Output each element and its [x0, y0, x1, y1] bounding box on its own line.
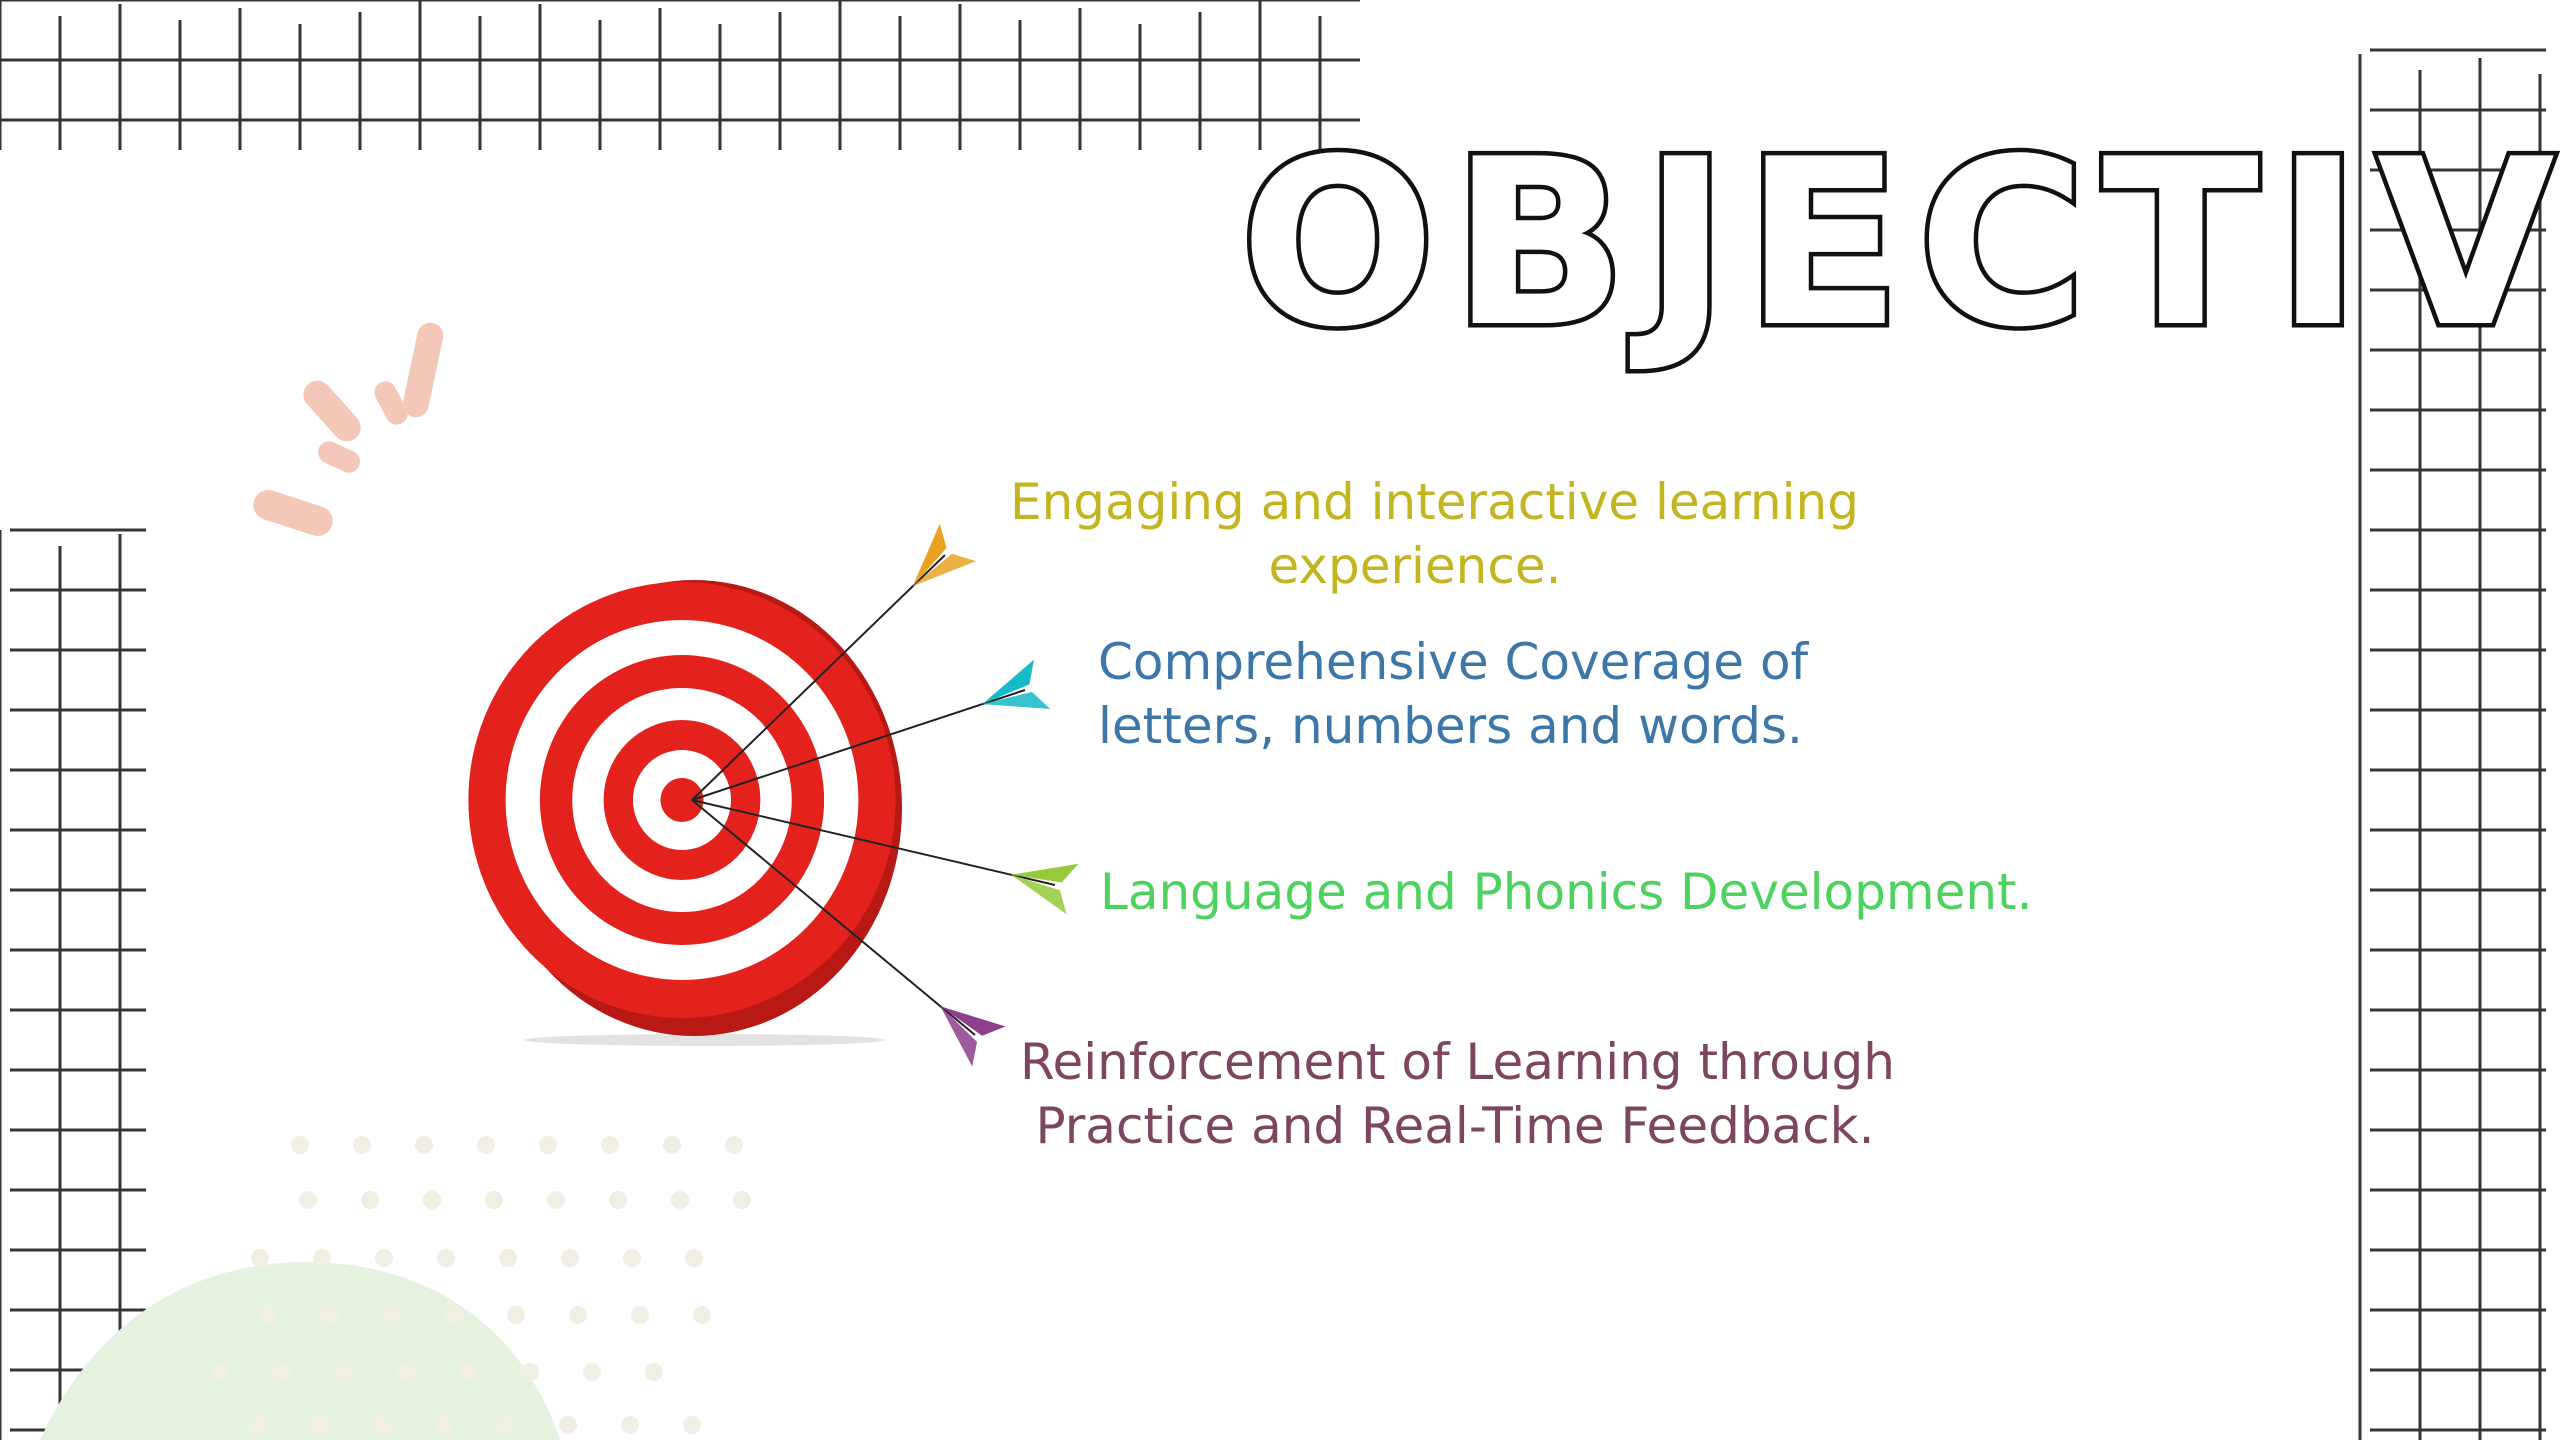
objective-4: Reinforcement of Learning through Practi… [1020, 1030, 1895, 1158]
dot [621, 1416, 639, 1434]
dot [685, 1249, 703, 1267]
dart-arrow-shaft [691, 799, 1056, 886]
dot [583, 1363, 601, 1381]
dot [601, 1136, 619, 1154]
dot [375, 1249, 393, 1267]
dart-fletching [1011, 863, 1079, 883]
objective-1: Engaging and interactive learning experi… [1010, 470, 1859, 598]
dot [569, 1306, 587, 1324]
target-shadow-base [525, 1034, 885, 1046]
dart-fletching [982, 691, 1051, 710]
dot [423, 1191, 441, 1209]
dot [507, 1306, 525, 1324]
dart-arrow-icon [940, 1006, 1006, 1067]
dot [623, 1249, 641, 1267]
dot [353, 1136, 371, 1154]
dot [631, 1306, 649, 1324]
green-blob [40, 1261, 560, 1440]
page-title: OBJECTIVES [1236, 111, 2560, 378]
dot [683, 1416, 701, 1434]
dot [373, 1416, 391, 1434]
dot [663, 1136, 681, 1154]
dot [497, 1416, 515, 1434]
dot [693, 1306, 711, 1324]
dart-fletching [912, 553, 977, 587]
dot [547, 1191, 565, 1209]
target-ring [660, 778, 704, 822]
objective-1-line-2: experience. [1268, 537, 1562, 595]
dot [321, 1306, 339, 1324]
dart-arrow-icon [912, 523, 977, 587]
dart-arrow-shaft [691, 689, 1026, 801]
dot [383, 1306, 401, 1324]
dot [521, 1363, 539, 1381]
dot [415, 1136, 433, 1154]
dot [361, 1191, 379, 1209]
objective-3-line-1: Language and Phonics Development. [1100, 863, 2033, 921]
dot [671, 1191, 689, 1209]
dot [733, 1191, 751, 1209]
dot [645, 1363, 663, 1381]
dot [397, 1363, 415, 1381]
dot [559, 1416, 577, 1434]
grid-top-left [0, 0, 1360, 150]
dot [499, 1249, 517, 1267]
dot [609, 1191, 627, 1209]
dot [725, 1136, 743, 1154]
dart-fletching [940, 1006, 978, 1067]
dot [437, 1249, 455, 1267]
grid-right [2358, 48, 2546, 1440]
objective-4-line-2: Practice and Real-Time Feedback. [1035, 1097, 1875, 1155]
objective-1-line-1: Engaging and interactive learning [1010, 473, 1859, 531]
dot [313, 1249, 331, 1267]
dot [485, 1191, 503, 1209]
dot [335, 1363, 353, 1381]
dart-arrow-shaft [691, 554, 946, 801]
spark-icon [253, 322, 444, 537]
objective-4-line-1: Reinforcement of Learning through [1020, 1033, 1895, 1091]
dot [291, 1136, 309, 1154]
dot [251, 1249, 269, 1267]
objective-2-line-2: letters, numbers and words. [1098, 697, 1803, 755]
dot [273, 1363, 291, 1381]
dot [435, 1416, 453, 1434]
dot-pattern [211, 1136, 751, 1434]
dot [459, 1363, 477, 1381]
dot [259, 1306, 277, 1324]
dot [311, 1416, 329, 1434]
dot [445, 1306, 463, 1324]
dart-arrow-shaft [691, 799, 976, 1036]
dart-fletching [940, 1006, 1006, 1036]
objective-3: Language and Phonics Development. [1100, 860, 2060, 924]
objective-2-line-1: Comprehensive Coverage of [1098, 633, 1809, 691]
dot [299, 1191, 317, 1209]
dart-fletching [912, 523, 947, 587]
dot [539, 1136, 557, 1154]
target-rings [468, 582, 896, 1018]
objective-2: Comprehensive Coverage of letters, numbe… [1098, 630, 1858, 758]
dot [561, 1249, 579, 1267]
dot [477, 1136, 495, 1154]
dot [211, 1363, 229, 1381]
dot [249, 1416, 267, 1434]
